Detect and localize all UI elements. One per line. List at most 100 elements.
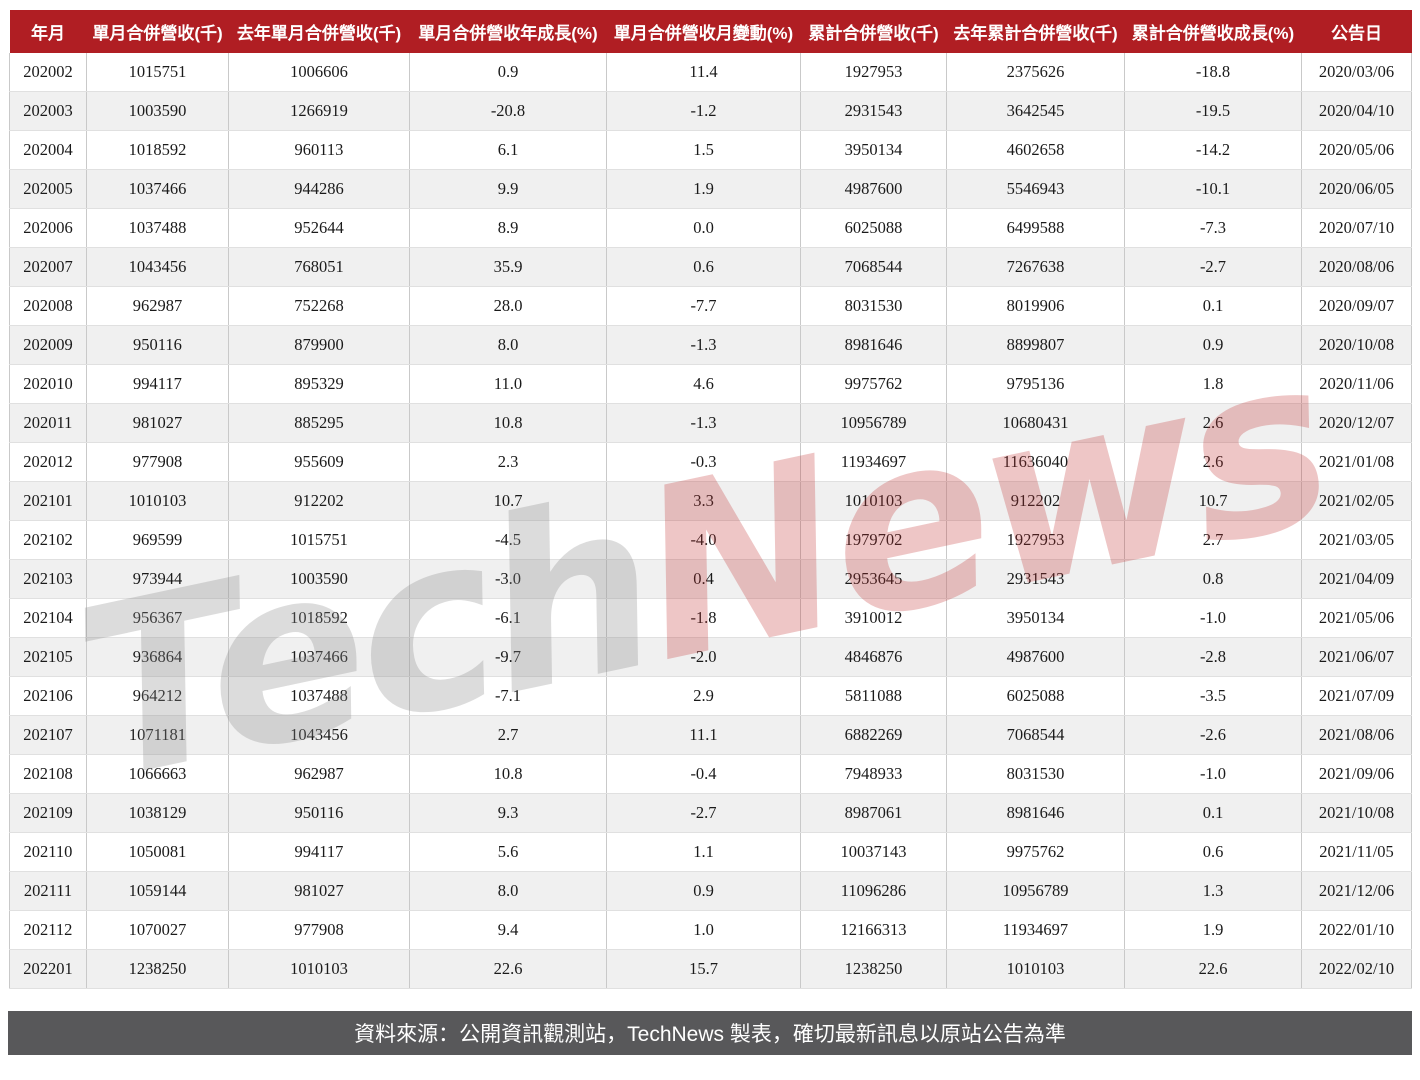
table-cell: 2375626 — [946, 53, 1125, 92]
table-cell: 9.3 — [409, 793, 607, 833]
table-cell: 10.7 — [409, 481, 607, 521]
table-cell: 768051 — [228, 247, 410, 287]
table-cell: 202002 — [9, 53, 87, 92]
table-cell: 5811088 — [800, 676, 947, 716]
table-cell: 11934697 — [800, 442, 947, 482]
table-cell: 0.1 — [1124, 793, 1302, 833]
table-cell: 1.9 — [606, 169, 801, 209]
table-cell: 6882269 — [800, 715, 947, 755]
table-row: 202009 950116 879900 8.0 -1.3 8981646 8899807 0… — [9, 325, 1412, 365]
table-row: 202201 1238250 1010103 22.6 15.7 1238250 10101… — [9, 949, 1412, 989]
table-cell: 912202 — [228, 481, 410, 521]
table-cell: 1037488 — [86, 208, 229, 248]
table-row: 202106 964212 1037488 -7.1 2.9 5811088 6025088… — [9, 676, 1412, 716]
table-row: 202101 1010103 912202 10.7 3.3 1010103 912202 1… — [9, 481, 1412, 521]
table-cell: 2020/04/10 — [1301, 91, 1412, 131]
table-cell: 2022/01/10 — [1301, 910, 1412, 950]
table-cell: 8981646 — [800, 325, 947, 365]
table-cell: 1037466 — [86, 169, 229, 209]
table-cell: 202010 — [9, 364, 87, 404]
table-cell: 2021/08/06 — [1301, 715, 1412, 755]
table-cell: 6025088 — [800, 208, 947, 248]
table-cell: 969599 — [86, 520, 229, 560]
column-header-announce-date: 公告日 — [1301, 10, 1412, 53]
table-cell: 960113 — [228, 130, 410, 170]
table-cell: 1927953 — [946, 520, 1125, 560]
table-cell: -0.3 — [606, 442, 801, 482]
table-cell: 8031530 — [800, 286, 947, 326]
table-row: 202003 1003590 1266919 -20.8 -1.2 2931543 3642… — [9, 91, 1412, 131]
table-cell: -10.1 — [1124, 169, 1302, 209]
table-cell: 10.7 — [1124, 481, 1302, 521]
table-cell: 202112 — [9, 910, 87, 950]
table-cell: 4846876 — [800, 637, 947, 677]
table-cell: 2020/10/08 — [1301, 325, 1412, 365]
table-cell: 11934697 — [946, 910, 1125, 950]
table-cell: 9795136 — [946, 364, 1125, 404]
table-cell: 1.9 — [1124, 910, 1302, 950]
table-cell: 1050081 — [86, 832, 229, 872]
table-cell: 11636040 — [946, 442, 1125, 482]
table-cell: 202011 — [9, 403, 87, 443]
table-cell: 0.4 — [606, 559, 801, 599]
table-cell: 0.9 — [409, 53, 607, 92]
table-cell: 202106 — [9, 676, 87, 716]
table-cell: 1.3 — [1124, 871, 1302, 911]
table-cell: 28.0 — [409, 286, 607, 326]
table-cell: 3950134 — [800, 130, 947, 170]
table-row: 202002 1015751 1006606 0.9 11.4 1927953 237562… — [9, 53, 1412, 92]
table-cell: 0.6 — [1124, 832, 1302, 872]
table-cell: 202009 — [9, 325, 87, 365]
table-cell: 202005 — [9, 169, 87, 209]
table-cell: -2.8 — [1124, 637, 1302, 677]
table-cell: -3.0 — [409, 559, 607, 599]
table-cell: 962987 — [86, 286, 229, 326]
table-cell: 2021/06/07 — [1301, 637, 1412, 677]
table-cell: 977908 — [86, 442, 229, 482]
table-row: 202010 994117 895329 11.0 4.6 9975762 9795136 1… — [9, 364, 1412, 404]
table-cell: 0.9 — [1124, 325, 1302, 365]
table-cell: 2021/05/06 — [1301, 598, 1412, 638]
table-cell: 1238250 — [86, 949, 229, 989]
table-cell: 11.0 — [409, 364, 607, 404]
table-row: 202004 1018592 960113 6.1 1.5 3950134 4602658-… — [9, 130, 1412, 170]
table-cell: 1043456 — [228, 715, 410, 755]
table-cell: -1.8 — [606, 598, 801, 638]
table-cell: -14.2 — [1124, 130, 1302, 170]
table-cell: -3.5 — [1124, 676, 1302, 716]
table-cell: 6025088 — [946, 676, 1125, 716]
revenue-table: 年月 單月合併營收(千) 去年單月合併營收(千) 單月合併營收年成長(%) 單月… — [9, 10, 1412, 989]
table-cell: 2021/12/06 — [1301, 871, 1412, 911]
column-header-mom-change: 單月合併營收月變動(%) — [606, 10, 801, 53]
table-cell: 885295 — [228, 403, 410, 443]
table-cell: -2.0 — [606, 637, 801, 677]
table-cell: 994117 — [86, 364, 229, 404]
table-cell: 202201 — [9, 949, 87, 989]
table-cell: 895329 — [228, 364, 410, 404]
table-row: 202007 1043456 768051 35.9 0.6 7068544 7267638… — [9, 247, 1412, 287]
table-cell: 1070027 — [86, 910, 229, 950]
table-row: 202011 981027 885295 10.8 -1.3 10956789 106804… — [9, 403, 1412, 443]
table-cell: 8987061 — [800, 793, 947, 833]
table-cell: -18.8 — [1124, 53, 1302, 92]
table-cell: 1010103 — [228, 949, 410, 989]
table-cell: -19.5 — [1124, 91, 1302, 131]
table-cell: 2021/01/08 — [1301, 442, 1412, 482]
table-row: 202111 1059144 981027 8.0 0.9 11096286 1095678… — [9, 871, 1412, 911]
table-cell: 1059144 — [86, 871, 229, 911]
table-cell: 1979702 — [800, 520, 947, 560]
table-header: 年月 單月合併營收(千) 去年單月合併營收(千) 單月合併營收年成長(%) 單月… — [9, 10, 1412, 53]
table-cell: 973944 — [86, 559, 229, 599]
table-cell: 2.6 — [1124, 403, 1302, 443]
table-row: 202109 1038129 950116 9.3 -2.7 8987061 8981646… — [9, 793, 1412, 833]
table-cell: -0.4 — [606, 754, 801, 794]
table-cell: 1015751 — [228, 520, 410, 560]
table-cell: 2931543 — [800, 91, 947, 131]
table-cell: 11.4 — [606, 53, 801, 92]
table-cell: 1015751 — [86, 53, 229, 92]
table-cell: 936864 — [86, 637, 229, 677]
column-header-year-month: 年月 — [9, 10, 87, 53]
table-cell: 955609 — [228, 442, 410, 482]
table-cell: 8899807 — [946, 325, 1125, 365]
table-cell: -2.7 — [1124, 247, 1302, 287]
